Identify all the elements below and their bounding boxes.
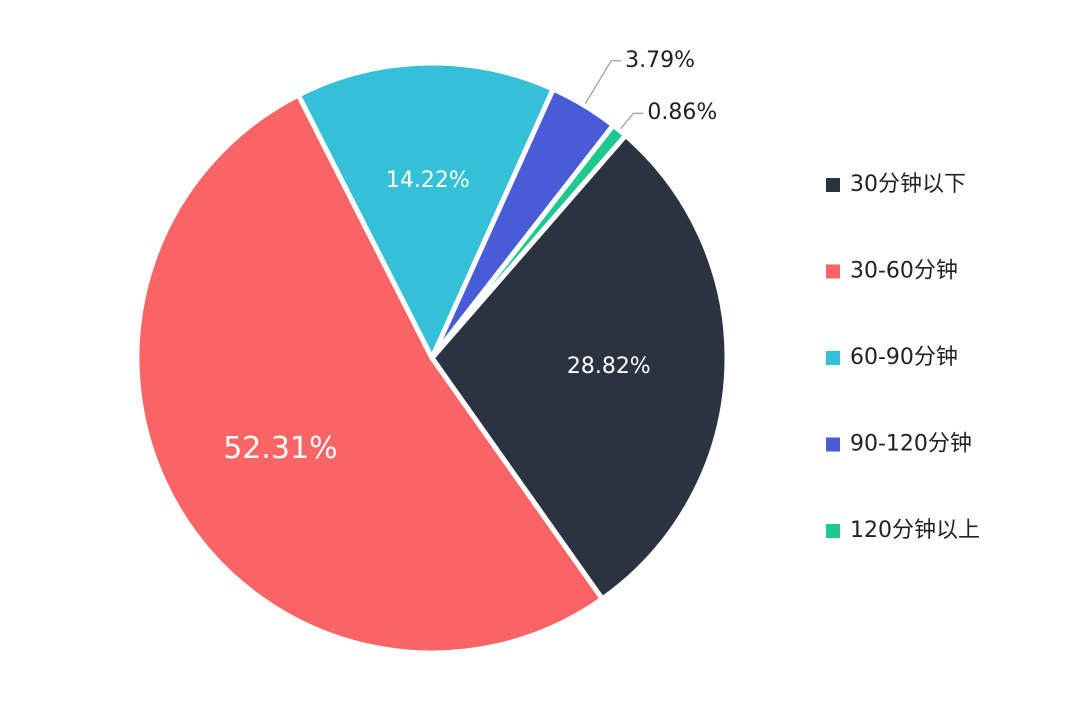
- pie-slice: [295, 60, 556, 361]
- slice-label: 3.79%: [625, 48, 695, 73]
- pie-slice: [134, 92, 605, 656]
- slice-label: 14.22%: [386, 168, 470, 193]
- legend-label: 90-120分钟: [850, 432, 972, 457]
- legend-swatch: [826, 178, 840, 192]
- pie-slice: [429, 132, 730, 602]
- pie-slice: [429, 122, 629, 361]
- legend-swatch: [826, 524, 840, 538]
- leader-line: [584, 60, 622, 104]
- legend-swatch: [826, 437, 840, 452]
- slice-label: 0.86%: [647, 100, 717, 125]
- legend-swatch: [826, 264, 840, 279]
- legend-label: 60-90分钟: [850, 345, 958, 370]
- slice-label: 28.82%: [567, 354, 651, 379]
- legend-label: 30-60分钟: [850, 259, 958, 284]
- leader-line: [620, 112, 644, 129]
- legend-swatch: [826, 351, 840, 365]
- legend-label: 30分钟以下: [850, 172, 966, 197]
- legend-label: 120分钟以上: [850, 518, 980, 543]
- slice-label: 52.31%: [223, 431, 337, 466]
